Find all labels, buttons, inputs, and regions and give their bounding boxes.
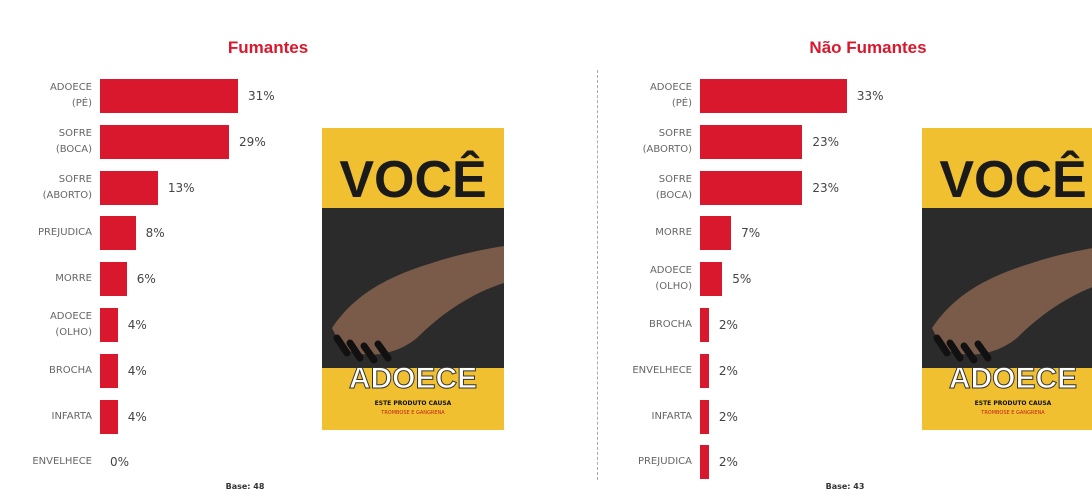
value-label: 4% <box>127 409 147 424</box>
value-label: 2% <box>718 318 738 332</box>
bar <box>100 308 118 342</box>
value-label: 2% <box>718 409 738 424</box>
category-label: BROCHA <box>48 364 92 376</box>
bar <box>100 353 118 388</box>
category-label: ADOECE (OLHO) <box>649 265 692 293</box>
value-label: 4% <box>127 363 147 378</box>
poster-caption: ESTE PRODUTO CAUSA <box>374 400 452 407</box>
value-label: 4% <box>127 318 147 332</box>
base-note: Base: 43 <box>825 482 865 491</box>
category-label: ADOECE (OLHO) <box>49 311 92 338</box>
category-label: SOFRE (BOCA) <box>655 173 692 201</box>
bar <box>700 353 709 388</box>
category-label: SOFRE (ABORTO) <box>42 173 92 201</box>
foot <box>932 248 1092 355</box>
category-label: ADOECE (PÉ) <box>649 82 692 109</box>
bar <box>700 79 847 113</box>
foot-illustration <box>932 248 1092 364</box>
poster-caption: TROMBOSE E GANGRENA <box>981 410 1045 416</box>
category-label: PREJUDICA <box>37 227 92 239</box>
base-note: Base: 48 <box>225 482 265 491</box>
category-label: MORRE <box>655 227 692 239</box>
poster-caption: ESTE PRODUTO CAUSA <box>974 400 1052 407</box>
value-label: 2% <box>718 363 738 378</box>
category-label: MORRE <box>55 273 92 285</box>
toes <box>333 334 392 364</box>
bar <box>100 216 136 251</box>
category-label: ENVELHECE <box>632 364 692 376</box>
bar <box>700 308 709 342</box>
value-label: 13% <box>167 180 195 195</box>
chart-title: Não Fumantes <box>809 38 927 57</box>
poster-top-text: VOCÊ <box>939 151 1087 209</box>
category-label: ADOECE (PÉ) <box>49 82 92 109</box>
bar <box>700 216 732 251</box>
image-photo <box>922 208 1092 368</box>
bar <box>700 262 723 297</box>
category-label: INFARTA <box>651 410 693 422</box>
category-label: ENVELHECE <box>32 456 92 468</box>
bar <box>100 124 230 159</box>
value-label: 23% <box>812 134 840 149</box>
warning-image: VOCÊ ADOECE ESTE PRODUTO CAUSA TROMBOSE E G… <box>922 128 1092 430</box>
bar <box>100 170 158 205</box>
value-label: 33% <box>856 89 884 103</box>
value-label: 29% <box>239 134 266 149</box>
category-label: SOFRE (BOCA) <box>55 127 92 155</box>
bar <box>700 445 709 480</box>
toes <box>933 334 992 364</box>
foot <box>332 246 504 355</box>
foot-illustration <box>332 246 504 364</box>
value-label: 5% <box>732 272 752 287</box>
category-label: PREJUDICA <box>637 456 692 468</box>
value-label: 31% <box>247 89 275 103</box>
divider <box>597 70 598 480</box>
image-photo <box>322 208 504 368</box>
chart-title: Fumantes <box>227 38 309 57</box>
poster-bottom-text: ADOECE <box>348 362 478 395</box>
value-label: 0% <box>110 455 130 470</box>
bar <box>700 124 803 159</box>
warning-image: VOCÊ ADOECE ESTE PRODUTO CAUSA TROMBOSE E G… <box>322 128 504 430</box>
category-label: SOFRE (ABORTO) <box>642 127 692 155</box>
bar <box>100 399 118 434</box>
poster-caption: TROMBOSE E GANGRENA <box>381 410 445 416</box>
poster-bottom-text: ADOECE <box>948 362 1078 395</box>
bar <box>700 399 709 434</box>
category-label: BROCHA <box>648 319 692 330</box>
value-label: 2% <box>718 455 738 470</box>
bar <box>100 262 127 297</box>
poster-top-text: VOCÊ <box>339 151 487 209</box>
value-label: 7% <box>741 226 761 241</box>
category-label: INFARTA <box>51 410 93 422</box>
value-label: 23% <box>812 180 840 195</box>
bar <box>700 170 803 205</box>
value-label: 6% <box>136 272 156 287</box>
bar <box>100 79 238 113</box>
value-label: 8% <box>145 226 165 241</box>
